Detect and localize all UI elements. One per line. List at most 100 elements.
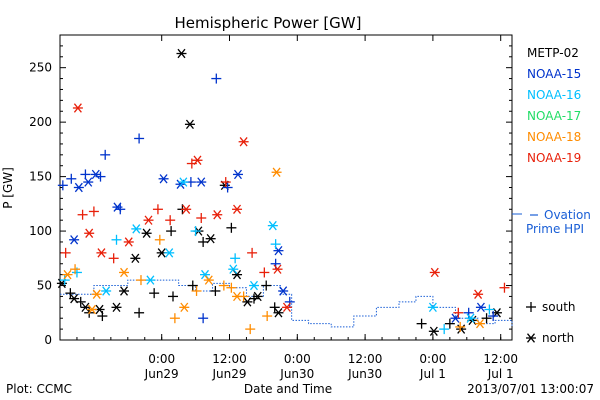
data-point	[65, 288, 76, 299]
data-point	[179, 302, 190, 313]
x-tick-date-label: Jun29	[211, 367, 246, 381]
data-point	[69, 235, 80, 245]
data-point	[474, 318, 485, 329]
data-point	[196, 177, 207, 187]
marker-stroke	[526, 333, 536, 343]
data-point	[115, 204, 126, 215]
data-point	[269, 302, 280, 313]
data-point	[488, 311, 499, 322]
marker-stroke	[95, 304, 104, 315]
data-point	[130, 253, 141, 264]
x-tick-time-label: 0:00	[419, 352, 446, 366]
data-point	[72, 103, 83, 113]
data-point	[165, 215, 176, 226]
data-point	[96, 248, 107, 258]
data-point	[248, 280, 259, 291]
data-point	[135, 275, 146, 286]
data-point	[134, 133, 145, 144]
data-point	[152, 204, 163, 215]
y-tick-label: 250	[29, 61, 52, 75]
data-point	[198, 313, 209, 324]
data-point	[273, 245, 284, 256]
data-point	[88, 206, 99, 217]
legend-item-noaa-17: NOAA-17	[527, 109, 581, 123]
marker-stroke	[430, 267, 439, 278]
x-tick-time-label: 0:00	[148, 352, 175, 366]
marker-stroke	[249, 280, 258, 291]
data-point	[75, 296, 86, 307]
data-point	[429, 267, 440, 278]
marker-stroke	[120, 267, 129, 278]
data-point	[205, 233, 216, 244]
data-point	[100, 149, 111, 160]
data-point	[97, 311, 108, 322]
data-point	[87, 304, 98, 315]
data-point	[198, 236, 209, 247]
marker-stroke	[474, 289, 483, 299]
marker-stroke	[124, 237, 133, 247]
data-point	[245, 324, 256, 335]
data-point	[261, 280, 272, 291]
data-point	[119, 286, 130, 296]
marker-stroke	[213, 210, 222, 220]
marker-stroke	[179, 177, 188, 187]
x-tick-time-label: 12:00	[348, 352, 383, 366]
data-point	[178, 177, 189, 187]
data-point	[416, 318, 427, 329]
x-tick-time-label: 12:00	[483, 352, 518, 366]
marker-stroke	[428, 302, 437, 313]
data-point	[84, 228, 95, 238]
footer-timestamp: 2013/07/01 13:00:07	[467, 382, 594, 396]
x-tick-date-label: Jun30	[279, 367, 314, 381]
data-point	[428, 326, 439, 336]
marker-stroke	[88, 304, 97, 315]
data-point	[439, 324, 450, 335]
x-tick-date-label: Jun29	[144, 367, 179, 381]
series-noaa-19	[60, 103, 510, 318]
data-point	[59, 275, 70, 286]
legend-item-noaa-15: NOAA-15	[527, 67, 581, 81]
footer-plot-credit: Plot: CCMC	[6, 382, 72, 396]
marker-stroke	[268, 220, 277, 231]
data-point	[281, 302, 292, 313]
marker-stroke	[457, 324, 466, 334]
marker-stroke	[239, 137, 248, 147]
data-point	[267, 220, 278, 231]
x-tick-date-label: Jul 1	[419, 367, 446, 381]
data-point	[427, 302, 438, 313]
marker-stroke	[91, 169, 100, 180]
data-point	[70, 264, 81, 275]
marker-stroke	[201, 269, 210, 280]
data-point	[230, 253, 241, 264]
data-point	[80, 302, 91, 313]
y-axis-label: P [GW]	[1, 167, 15, 209]
marker-stroke	[233, 291, 242, 302]
data-point	[248, 293, 259, 304]
marker-stroke	[102, 286, 111, 296]
marker-stroke	[165, 248, 174, 258]
data-point	[192, 155, 203, 165]
marker-stroke	[206, 233, 215, 244]
data-point	[232, 169, 243, 180]
marker-stroke	[70, 235, 79, 245]
legend-item-noaa-18: NOAA-18	[527, 130, 581, 144]
data-point	[119, 267, 130, 278]
marker-stroke	[70, 293, 79, 304]
data-point	[484, 304, 495, 315]
data-point	[196, 213, 207, 223]
data-point	[141, 228, 152, 238]
data-point	[187, 280, 198, 291]
marker-stroke	[233, 269, 242, 280]
data-point	[270, 239, 281, 250]
data-point	[168, 291, 178, 302]
data-point	[252, 291, 263, 302]
data-point	[111, 302, 122, 313]
data-point	[112, 202, 123, 212]
x-tick-date-label: Jul 1	[487, 367, 514, 381]
x-tick-time-label: 0:00	[284, 352, 311, 366]
marker-stroke	[274, 245, 283, 256]
marker-stroke	[131, 253, 140, 264]
marker-stroke	[113, 202, 122, 212]
data-point	[131, 224, 142, 234]
